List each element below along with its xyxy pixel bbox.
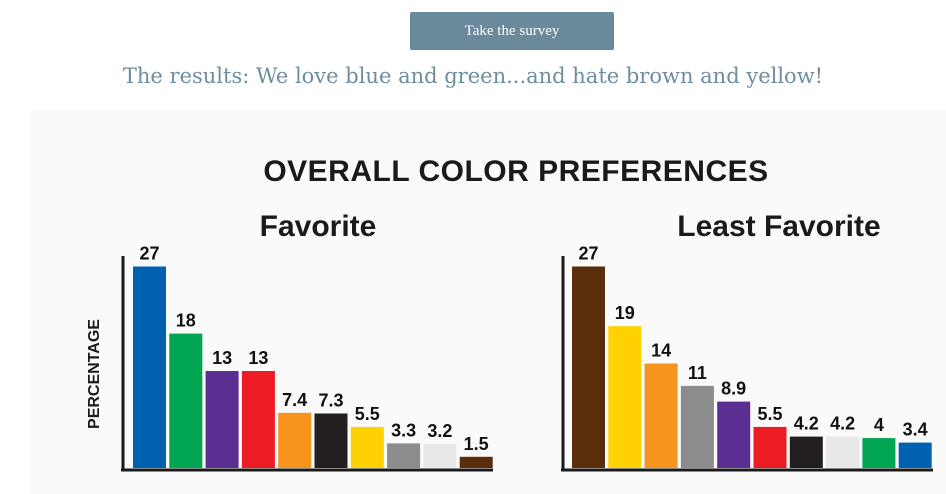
favorite-bar-black <box>314 413 348 468</box>
least-favorite-bar-value-label: 19 <box>615 303 635 323</box>
least-favorite-bar-value-label: 4.2 <box>794 414 819 434</box>
favorite-bar-value-label: 13 <box>248 348 268 368</box>
favorite-chart-title: Favorite <box>260 210 377 243</box>
results-headline: The results: We love blue and green...an… <box>122 64 824 88</box>
infographic-title: OVERALL COLOR PREFERENCES <box>263 155 768 188</box>
least-favorite-bar-gray <box>680 385 714 468</box>
favorite-bar-value-label: 5.5 <box>355 404 380 424</box>
take-survey-button[interactable]: Take the survey <box>410 12 614 50</box>
favorite-bars: 27 18 13 13 7.4 7.3 5.5 3.3 3.2 1.5 <box>133 244 493 468</box>
least-favorite-bar-black <box>789 436 823 468</box>
favorite-bar-green <box>169 333 203 468</box>
y-axis-label: PERCENTAGE <box>86 319 103 429</box>
least-favorite-bar-value-label: 11 <box>688 363 707 383</box>
least-favorite-bar-purple <box>717 401 751 468</box>
least-favorite-bar-brown <box>572 266 605 468</box>
favorite-bar-value-label: 1.5 <box>464 434 489 454</box>
favorite-bar-white <box>423 444 457 468</box>
least-favorite-bar-red <box>753 426 787 468</box>
favorite-bar-value-label: 3.2 <box>427 421 452 441</box>
least-favorite-bar-value-label: 14 <box>651 341 671 361</box>
least-favorite-chart-title: Least Favorite <box>677 210 880 243</box>
least-favorite-bar-orange <box>644 363 678 468</box>
favorite-bar-gray <box>387 443 421 468</box>
least-favorite-bars: 27 19 14 11 8.9 5.5 4.2 4.2 4 3.4 <box>572 244 932 468</box>
least-favorite-bar-blue <box>898 442 932 468</box>
least-favorite-bar-value-label: 4.2 <box>830 414 855 434</box>
favorite-bar-value-label: 27 <box>139 244 159 264</box>
least-favorite-bar-green <box>862 438 896 468</box>
least-favorite-bar-value-label: 5.5 <box>757 404 782 424</box>
favorite-bar-blue <box>133 266 166 468</box>
least-favorite-bar-value-label: 4 <box>874 415 884 435</box>
favorite-bar-purple <box>205 371 239 468</box>
favorite-bar-value-label: 7.4 <box>282 390 307 410</box>
favorite-bar-brown <box>459 456 493 468</box>
least-favorite-bar-value-label: 27 <box>578 244 598 264</box>
favorite-bar-red <box>241 371 275 468</box>
favorite-bar-yellow <box>350 426 384 468</box>
favorite-bar-value-label: 7.3 <box>318 391 343 411</box>
favorite-bar-value-label: 3.3 <box>391 420 416 440</box>
least-favorite-bar-white <box>826 436 860 468</box>
favorite-bar-value-label: 18 <box>176 311 196 331</box>
least-favorite-bar-value-label: 3.4 <box>903 420 928 440</box>
least-favorite-bar-value-label: 8.9 <box>721 379 746 399</box>
favorite-bar-value-label: 13 <box>212 348 232 368</box>
favorite-bar-orange <box>278 412 312 468</box>
least-favorite-bar-yellow <box>608 326 642 468</box>
